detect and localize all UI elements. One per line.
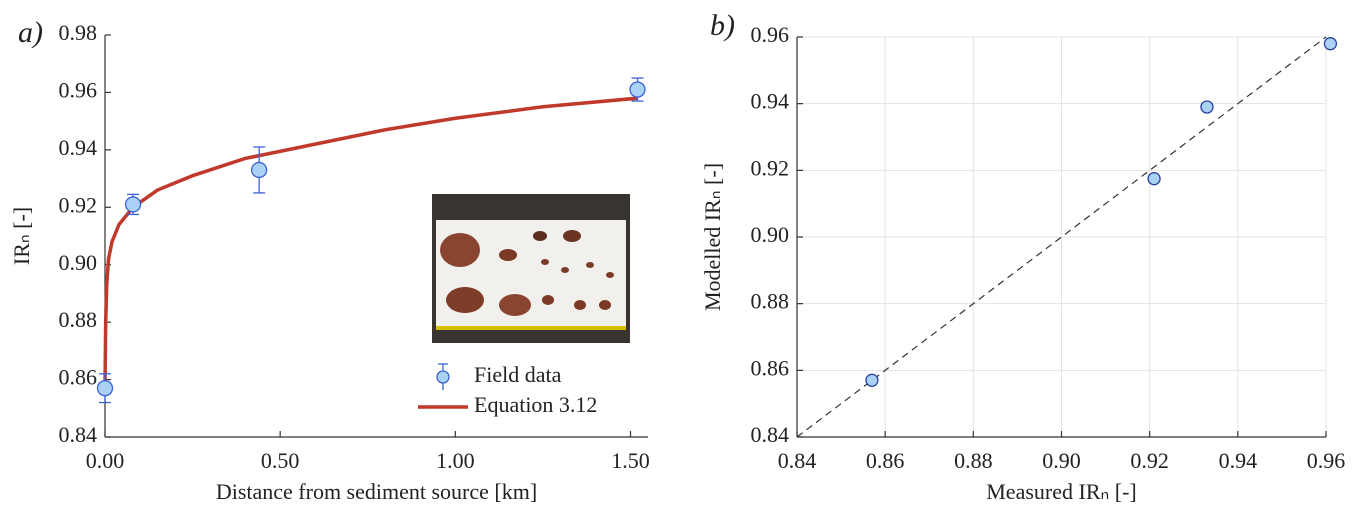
x-tick-label: 0.84 (778, 448, 817, 473)
x-tick-label: 0.88 (954, 448, 993, 473)
legend-label: Field data (474, 362, 562, 387)
y-tick-label: 0.84 (59, 422, 98, 447)
data-point (1201, 101, 1213, 113)
y-tick-label: 0.96 (59, 77, 98, 102)
y-tick-label: 0.94 (751, 89, 790, 114)
y-tick-label: 0.98 (59, 20, 98, 45)
y-tick-label: 0.88 (751, 289, 790, 314)
x-tick-label: 0.50 (261, 448, 300, 473)
legend-label: Equation 3.12 (474, 392, 597, 417)
x-tick-label: 0.94 (1219, 448, 1258, 473)
data-point (630, 82, 645, 97)
y-tick-label: 0.90 (59, 250, 98, 275)
x-tick-label: 0.96 (1307, 448, 1346, 473)
page: 0.00 0.50 1.00 1.50 0.84 0.86 0.88 0.90 0.92 0.94… (0, 0, 1361, 510)
inset-photo (432, 194, 630, 343)
y-tick-label: 0.86 (751, 355, 790, 380)
y-tick-label: 0.92 (59, 192, 98, 217)
data-point (1148, 173, 1160, 185)
data-point (252, 162, 267, 177)
y-axis-label: Modelled IRₙ [-] (700, 163, 725, 311)
x-tick-label: 0.92 (1130, 448, 1169, 473)
x-tick-label: 0.00 (86, 448, 125, 473)
y-tick-label: 0.86 (59, 365, 98, 390)
x-axis-label: Measured IRₙ [-] (986, 479, 1137, 504)
data-point (866, 374, 878, 386)
panel: 0.84 0.86 0.88 0.90 0.92 0.94 0.96 0.84 0.86 0.88… (700, 9, 1345, 504)
data-point (1324, 38, 1336, 50)
y-tick-label: 0.84 (751, 422, 790, 447)
panel-label: a) (18, 16, 43, 49)
x-tick-label: 0.86 (866, 448, 905, 473)
y-tick-label: 0.94 (59, 135, 98, 160)
y-tick-label: 0.88 (59, 307, 98, 332)
data-point (126, 197, 141, 212)
x-tick-label: 0.90 (1042, 448, 1081, 473)
y-axis-label: IRₙ [-] (9, 207, 34, 265)
y-tick-label: 0.92 (751, 155, 790, 180)
y-tick-label: 0.96 (751, 22, 790, 47)
panel-label: b) (710, 9, 735, 42)
x-axis-label: Distance from sediment source [km] (216, 479, 537, 504)
figure: 0.00 0.50 1.00 1.50 0.84 0.86 0.88 0.90 0.92 0.94… (0, 0, 1361, 510)
y-tick-label: 0.90 (751, 222, 790, 247)
data-point (98, 381, 113, 396)
x-tick-label: 1.00 (436, 448, 475, 473)
x-tick-label: 1.50 (611, 448, 650, 473)
legend-marker (437, 371, 449, 383)
